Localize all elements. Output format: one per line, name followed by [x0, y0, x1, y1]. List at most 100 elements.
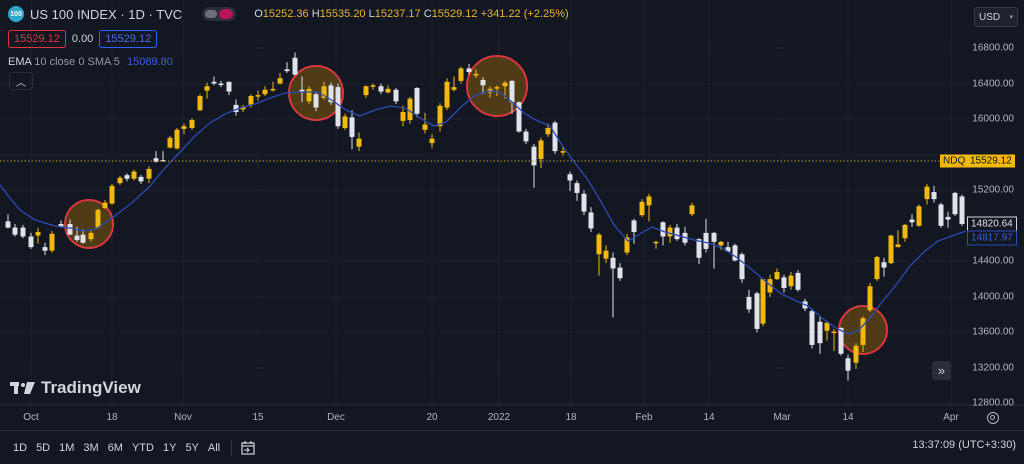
- candle-body[interactable]: [639, 201, 645, 216]
- candle-body[interactable]: [924, 186, 930, 200]
- candle-body[interactable]: [35, 232, 41, 236]
- candle-body[interactable]: [466, 68, 472, 73]
- candle-body[interactable]: [959, 196, 965, 225]
- candle-body[interactable]: [674, 227, 680, 240]
- candle-body[interactable]: [523, 131, 529, 142]
- calendar-goto-icon[interactable]: [240, 440, 256, 456]
- candle-body[interactable]: [560, 151, 566, 153]
- candle-body[interactable]: [760, 279, 766, 324]
- candle-body[interactable]: [916, 206, 922, 226]
- candle-body[interactable]: [174, 129, 180, 149]
- candle-body[interactable]: [902, 224, 908, 239]
- candle-body[interactable]: [581, 193, 587, 212]
- currency-select[interactable]: USD ▾: [974, 7, 1018, 27]
- candle-body[interactable]: [167, 137, 173, 148]
- candle-body[interactable]: [545, 128, 551, 135]
- candle-body[interactable]: [838, 328, 844, 354]
- candle-body[interactable]: [732, 245, 738, 261]
- symbol-title[interactable]: US 100 INDEX · 1D · TVC: [30, 6, 183, 22]
- candle-body[interactable]: [42, 247, 48, 251]
- candle-body[interactable]: [809, 311, 815, 345]
- candle-body[interactable]: [124, 175, 130, 179]
- candle-body[interactable]: [881, 262, 887, 268]
- candle-body[interactable]: [952, 192, 958, 215]
- range-button-5y[interactable]: 5Y: [185, 441, 199, 454]
- candle-body[interactable]: [5, 221, 11, 228]
- candle-body[interactable]: [746, 296, 752, 310]
- candle-body[interactable]: [313, 94, 319, 108]
- candle-body[interactable]: [667, 227, 673, 237]
- candle-body[interactable]: [689, 205, 695, 215]
- candle-body[interactable]: [931, 192, 937, 200]
- candle-body[interactable]: [754, 293, 760, 329]
- candle-body[interactable]: [28, 236, 34, 248]
- candle-body[interactable]: [284, 69, 290, 72]
- candle-body[interactable]: [767, 279, 773, 293]
- range-button-1d[interactable]: 1D: [13, 441, 28, 454]
- candle-body[interactable]: [795, 272, 801, 290]
- candle-body[interactable]: [255, 95, 261, 97]
- candle-body[interactable]: [624, 237, 630, 253]
- candle-body[interactable]: [696, 239, 702, 258]
- candle-body[interactable]: [109, 185, 115, 204]
- candle-body[interactable]: [888, 235, 894, 264]
- candle-body[interactable]: [588, 212, 594, 229]
- candle-body[interactable]: [853, 345, 859, 363]
- candle-body[interactable]: [429, 138, 435, 144]
- candle-body[interactable]: [817, 321, 823, 344]
- candle-body[interactable]: [574, 183, 580, 193]
- candle-body[interactable]: [146, 168, 152, 179]
- candle-body[interactable]: [138, 176, 144, 182]
- candle-body[interactable]: [909, 219, 915, 223]
- candle-body[interactable]: [363, 86, 369, 96]
- candle-body[interactable]: [189, 120, 195, 129]
- candle-body[interactable]: [49, 233, 55, 251]
- candle-body[interactable]: [12, 227, 18, 235]
- candle-body[interactable]: [277, 78, 283, 84]
- candle-body[interactable]: [725, 247, 731, 252]
- candle-body[interactable]: [458, 68, 464, 81]
- candle-body[interactable]: [414, 88, 420, 114]
- candle-body[interactable]: [509, 80, 515, 103]
- candle-body[interactable]: [74, 235, 80, 241]
- candle-body[interactable]: [306, 88, 312, 102]
- candle-body[interactable]: [824, 322, 830, 331]
- candle-body[interactable]: [603, 250, 609, 259]
- candle-body[interactable]: [181, 126, 187, 129]
- candle-body[interactable]: [703, 232, 709, 249]
- candle-body[interactable]: [774, 272, 780, 280]
- clock-timezone[interactable]: 13:37:09 (UTC+3:30): [912, 439, 1016, 451]
- range-button-6m[interactable]: 6M: [107, 441, 123, 454]
- candle-body[interactable]: [335, 87, 341, 127]
- candle-body[interactable]: [226, 81, 232, 92]
- candle-body[interactable]: [831, 331, 837, 334]
- candle-body[interactable]: [502, 82, 508, 87]
- candle-body[interactable]: [646, 196, 652, 206]
- candle-body[interactable]: [895, 244, 901, 248]
- candle-body[interactable]: [204, 86, 210, 91]
- candle-body[interactable]: [240, 106, 246, 110]
- candle-body[interactable]: [342, 116, 348, 129]
- candle-body[interactable]: [248, 96, 254, 105]
- candle-body[interactable]: [739, 254, 745, 280]
- candle-body[interactable]: [867, 286, 873, 311]
- scroll-to-realtime-button[interactable]: »: [932, 361, 951, 380]
- candle-body[interactable]: [631, 220, 637, 233]
- candle-body[interactable]: [617, 267, 623, 279]
- candle-body[interactable]: [422, 124, 428, 130]
- candle-body[interactable]: [262, 89, 268, 95]
- candle-body[interactable]: [20, 227, 26, 237]
- candle-body[interactable]: [874, 256, 880, 280]
- candle-body[interactable]: [451, 87, 457, 90]
- candle-body[interactable]: [211, 81, 217, 84]
- range-button-5d[interactable]: 5D: [36, 441, 51, 454]
- candle-body[interactable]: [552, 122, 558, 152]
- candle-body[interactable]: [473, 73, 479, 76]
- range-button-all[interactable]: All: [207, 441, 221, 454]
- hide-icon[interactable]: [205, 10, 218, 18]
- settings-gear-icon[interactable]: [987, 412, 999, 424]
- candle-body[interactable]: [370, 85, 376, 87]
- candle-body[interactable]: [596, 234, 602, 255]
- candle-body[interactable]: [938, 204, 944, 226]
